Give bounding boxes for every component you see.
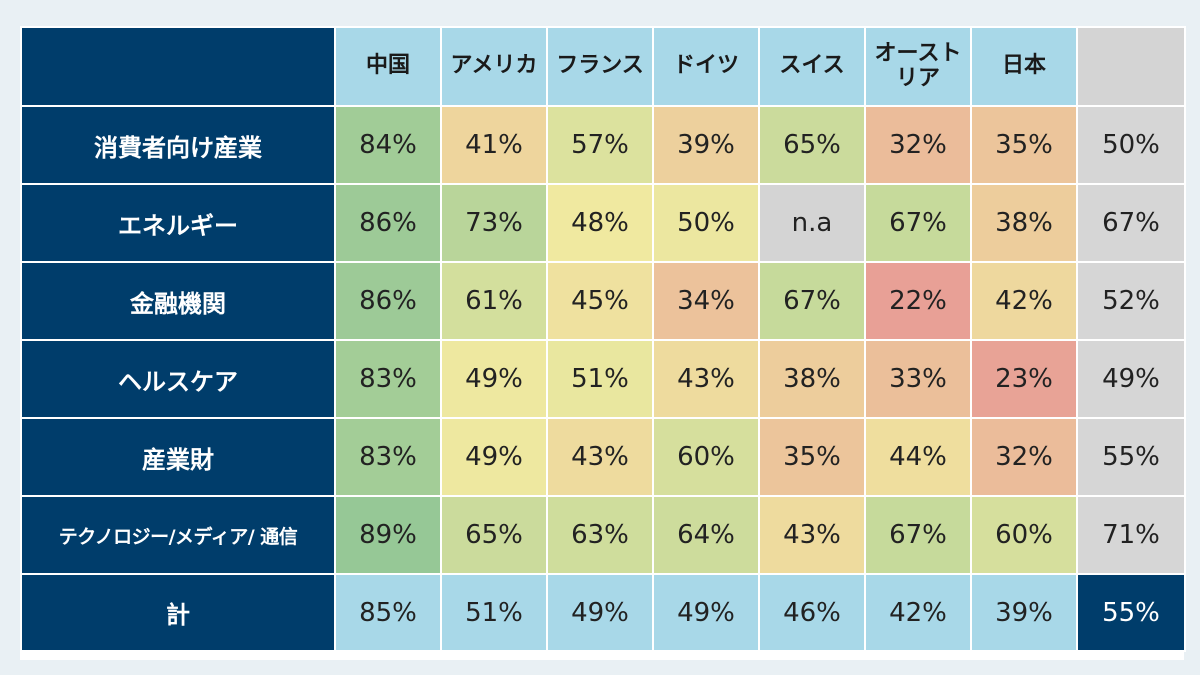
heat-cell-china: 89% [334, 495, 442, 575]
heat-cell-china: 83% [334, 417, 442, 497]
heatmap-row: 産業財 83% 49% 43% 60% 35% 44% 32% 55% [20, 417, 1186, 497]
total-cell-france: 49% [546, 573, 654, 652]
heat-cell-usa: 65% [440, 495, 548, 575]
heat-cell-germany: 43% [652, 339, 760, 419]
column-header-china: 中国 [334, 26, 442, 107]
total-cell-switzerland: 46% [758, 573, 866, 652]
heat-cell-switzerland: 65% [758, 105, 866, 185]
heat-cell-australia: 67% [864, 183, 972, 263]
heat-cell-japan: 42% [970, 261, 1078, 341]
heat-cell-france: 57% [546, 105, 654, 185]
heat-cell-germany: 64% [652, 495, 760, 575]
australia-line-2: リア [895, 65, 940, 91]
heat-cell-usa: 41% [440, 105, 548, 185]
heat-cell-japan: 32% [970, 417, 1078, 497]
heat-cell-switzerland: 38% [758, 339, 866, 419]
row-average-cell: 50% [1076, 105, 1186, 185]
heat-cell-japan: 38% [970, 183, 1078, 263]
heat-cell-china: 83% [334, 339, 442, 419]
heat-cell-switzerland: 35% [758, 417, 866, 497]
header-row: 中国 アメリカ フランス ドイツ スイス オースト リア 日本 [20, 26, 1186, 107]
total-row: 計 85% 51% 49% 49% 46% 42% 39% 55% [20, 573, 1186, 652]
row-average-cell: 49% [1076, 339, 1186, 419]
heat-cell-germany: 60% [652, 417, 760, 497]
heat-cell-france: 45% [546, 261, 654, 341]
heat-cell-germany: 50% [652, 183, 760, 263]
row-average-cell: 71% [1076, 495, 1186, 575]
heat-cell-switzerland: 67% [758, 261, 866, 341]
total-row-label: 計 [20, 573, 336, 652]
heat-cell-france: 51% [546, 339, 654, 419]
heat-cell-japan: 23% [970, 339, 1078, 419]
heat-cell-france: 63% [546, 495, 654, 575]
heat-cell-australia: 33% [864, 339, 972, 419]
column-header-usa: アメリカ [440, 26, 548, 107]
heat-cell-australia: 67% [864, 495, 972, 575]
row-average-cell: 55% [1076, 417, 1186, 497]
heat-cell-germany: 39% [652, 105, 760, 185]
heat-cell-china: 86% [334, 261, 442, 341]
heat-cell-france: 48% [546, 183, 654, 263]
row-label: 産業財 [20, 417, 336, 497]
row-label: 金融機関 [20, 261, 336, 341]
total-cell-usa: 51% [440, 573, 548, 652]
total-cell-germany: 49% [652, 573, 760, 652]
heat-cell-switzerland: n.a [758, 183, 866, 263]
heat-cell-usa: 73% [440, 183, 548, 263]
heat-cell-switzerland: 43% [758, 495, 866, 575]
column-header-france: フランス [546, 26, 654, 107]
heat-cell-japan: 35% [970, 105, 1078, 185]
heat-cell-china: 86% [334, 183, 442, 263]
heatmap-row: 金融機関 86% 61% 45% 34% 67% 22% 42% 52% [20, 261, 1186, 341]
heat-cell-japan: 60% [970, 495, 1078, 575]
column-header-switzerland: スイス [758, 26, 866, 107]
heatmap-row: エネルギー 86% 73% 48% 50% n.a 67% 38% 67% [20, 183, 1186, 263]
heatmap-chart: 中国 アメリカ フランス ドイツ スイス オースト リア 日本 消費者向け産業 84… [20, 26, 1186, 660]
row-label: 消費者向け産業 [20, 105, 336, 185]
row-average-cell: 52% [1076, 261, 1186, 341]
heat-cell-australia: 44% [864, 417, 972, 497]
heatmap-row: テクノロジー/メディア/ 通信 89% 65% 63% 64% 43% 67% 60% 71% [20, 495, 1186, 575]
total-cell-japan: 39% [970, 573, 1078, 652]
row-label: ヘルスケア [20, 339, 336, 419]
column-header-germany: ドイツ [652, 26, 760, 107]
heatmap-row: ヘルスケア 83% 49% 51% 43% 38% 33% 23% 49% [20, 339, 1186, 419]
column-header-japan: 日本 [970, 26, 1078, 107]
corner-cell [20, 26, 336, 107]
total-cell-australia: 42% [864, 573, 972, 652]
heatmap-body: 消費者向け産業 84% 41% 57% 39% 65% 32% 35% 50% エネルギー 86% 7… [20, 105, 1186, 575]
heatmap-row: 消費者向け産業 84% 41% 57% 39% 65% 32% 35% 50% [20, 105, 1186, 185]
heat-cell-australia: 22% [864, 261, 972, 341]
heat-cell-usa: 61% [440, 261, 548, 341]
heat-cell-australia: 32% [864, 105, 972, 185]
row-label: テクノロジー/メディア/ 通信 [20, 495, 336, 575]
row-average-cell: 67% [1076, 183, 1186, 263]
column-header-average [1076, 26, 1186, 107]
heat-cell-china: 84% [334, 105, 442, 185]
australia-line-1: オースト [874, 41, 962, 67]
row-label: エネルギー [20, 183, 336, 263]
heat-cell-usa: 49% [440, 339, 548, 419]
heatmap-table: 中国 アメリカ フランス ドイツ スイス オースト リア 日本 消費者向け産業 84… [20, 26, 1186, 652]
heat-cell-france: 43% [546, 417, 654, 497]
total-cell-china: 85% [334, 573, 442, 652]
column-header-australia: オースト リア [864, 26, 972, 107]
grand-total-cell: 55% [1076, 573, 1186, 652]
heat-cell-germany: 34% [652, 261, 760, 341]
heat-cell-usa: 49% [440, 417, 548, 497]
